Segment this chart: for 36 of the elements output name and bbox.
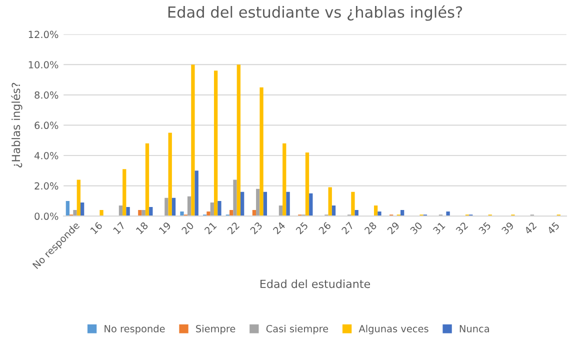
legend-label: Casi siempre [266,324,328,334]
x-tick-label: 20 [181,222,194,235]
y-tick-label: 2.0% [34,182,58,190]
x-tick-label: 35 [478,222,492,234]
x-tick-label: 21 [204,222,217,234]
y-tick-label: 4.0% [34,152,58,160]
legend-label: Algunas veces [358,324,428,334]
x-tick-label: 18 [136,222,148,234]
y-axis-title: ¿Hablas inglés? [11,82,22,168]
y-tick-label: 6.0% [34,122,58,130]
x-tick-label: 32 [455,222,468,234]
chart-title: Edad del estudiante vs ¿hablas inglés? [168,5,462,21]
x-tick-label: 16 [90,222,103,234]
y-tick-label: 12.0% [28,30,58,38]
x-tick-label: 24 [272,221,286,234]
x-tick-label: 23 [250,222,263,235]
y-tick-label: 0.0% [34,212,58,220]
y-tick-label: 10.0% [28,61,58,68]
x-tick-label: 17 [112,222,126,234]
legend-label: No responde [104,324,165,334]
x-tick-label: 45 [546,222,560,235]
x-tick-label: 26 [318,222,332,235]
x-tick-label: 31 [432,222,446,234]
x-tick-label: 22 [226,222,240,234]
x-tick-label: 30 [410,222,423,234]
legend-label: Siempre [196,324,236,334]
x-tick-label: 28 [364,222,378,235]
legend-label: Nunca [460,325,489,332]
x-tick-label: 19 [158,222,172,234]
y-tick-label: 8.0% [34,91,58,99]
x-tick-label: 27 [341,222,354,234]
x-axis-title: Edad del estudiante [260,279,370,288]
x-tick-label: 42 [524,222,537,235]
x-tick-label: 29 [386,222,400,235]
x-tick-label: 39 [501,222,514,234]
x-tick-label: 25 [295,222,308,235]
